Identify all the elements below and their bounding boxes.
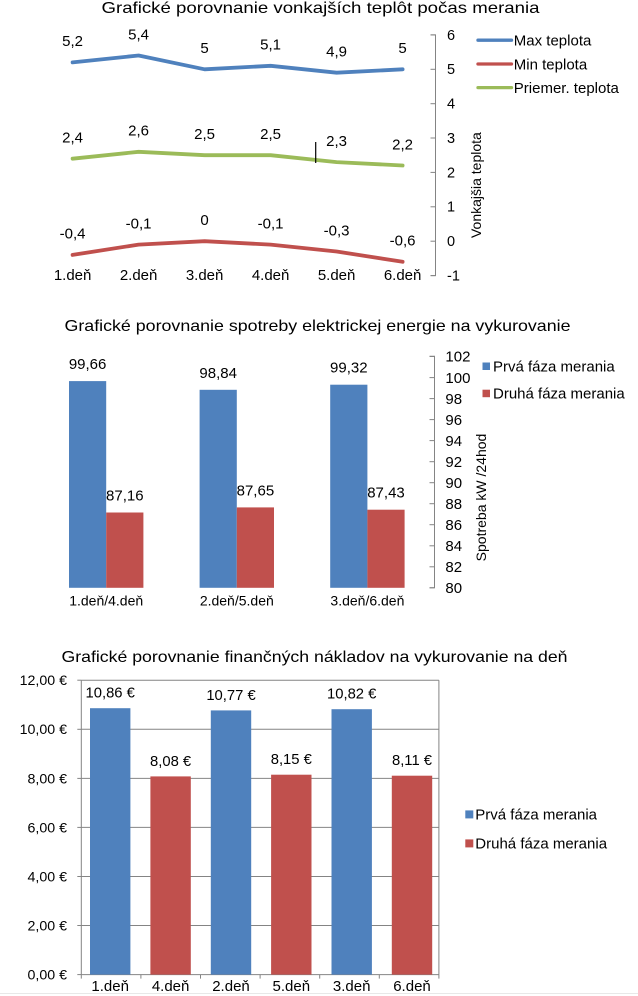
svg-text:8,08 €: 8,08 € bbox=[150, 754, 192, 770]
svg-text:99,66: 99,66 bbox=[69, 356, 107, 373]
svg-text:99,32: 99,32 bbox=[330, 360, 368, 377]
svg-text:2,3: 2,3 bbox=[326, 133, 347, 150]
svg-text:5: 5 bbox=[200, 40, 208, 57]
svg-text:0,00 €: 0,00 € bbox=[28, 968, 68, 984]
svg-text:84: 84 bbox=[445, 538, 462, 555]
svg-text:8,15 €: 8,15 € bbox=[271, 752, 313, 768]
svg-text:1.deň: 1.deň bbox=[54, 267, 92, 284]
svg-text:2,5: 2,5 bbox=[194, 126, 215, 143]
svg-text:90: 90 bbox=[445, 475, 462, 492]
svg-text:5,2: 5,2 bbox=[62, 33, 83, 50]
svg-text:2.deň: 2.deň bbox=[120, 267, 158, 284]
svg-text:Max teplota: Max teplota bbox=[514, 33, 592, 50]
svg-text:-0,4: -0,4 bbox=[60, 226, 86, 243]
svg-text:Prvá fáza merania: Prvá fáza merania bbox=[475, 807, 597, 824]
svg-text:4,9: 4,9 bbox=[326, 44, 347, 61]
svg-text:98: 98 bbox=[445, 391, 462, 408]
svg-text:10,86 €: 10,86 € bbox=[86, 686, 136, 702]
svg-text:Druhá fáza merania: Druhá fáza merania bbox=[475, 836, 607, 853]
svg-text:4.deň: 4.deň bbox=[152, 978, 190, 995]
svg-text:2.deň/5.deň: 2.deň/5.deň bbox=[200, 593, 274, 609]
svg-text:1.deň: 1.deň bbox=[91, 978, 129, 995]
svg-text:3.deň: 3.deň bbox=[186, 267, 224, 284]
svg-text:8,11 €: 8,11 € bbox=[392, 753, 433, 769]
svg-text:-0,1: -0,1 bbox=[258, 215, 284, 232]
svg-text:-0,1: -0,1 bbox=[126, 215, 152, 232]
svg-text:5: 5 bbox=[398, 40, 406, 57]
svg-text:5,1: 5,1 bbox=[260, 37, 281, 54]
svg-text:6.deň: 6.deň bbox=[393, 978, 431, 995]
svg-text:-0,6: -0,6 bbox=[390, 233, 416, 250]
svg-text:3.deň/6.deň: 3.deň/6.deň bbox=[330, 593, 404, 609]
svg-text:Prvá fáza merania: Prvá fáza merania bbox=[493, 359, 615, 376]
svg-text:87,43: 87,43 bbox=[367, 485, 405, 502]
svg-text:4,00 €: 4,00 € bbox=[28, 869, 68, 885]
svg-text:10,00 €: 10,00 € bbox=[20, 722, 67, 738]
svg-text:Vonkajšia teplota: Vonkajšia teplota bbox=[468, 132, 484, 238]
svg-text:2,6: 2,6 bbox=[128, 123, 149, 140]
svg-text:92: 92 bbox=[445, 454, 462, 471]
svg-text:5,4: 5,4 bbox=[128, 26, 149, 43]
svg-text:6.deň: 6.deň bbox=[384, 267, 422, 284]
svg-text:102: 102 bbox=[445, 349, 470, 366]
svg-text:2,00 €: 2,00 € bbox=[28, 918, 68, 934]
svg-text:2: 2 bbox=[447, 165, 455, 181]
svg-text:1.deň/4.deň: 1.deň/4.deň bbox=[69, 593, 143, 609]
svg-text:2,2: 2,2 bbox=[392, 136, 413, 153]
svg-text:10,82 €: 10,82 € bbox=[327, 687, 377, 703]
svg-text:5.deň: 5.deň bbox=[273, 978, 311, 995]
svg-text:86: 86 bbox=[445, 517, 462, 534]
svg-text:98,84: 98,84 bbox=[199, 365, 237, 382]
svg-text:4.deň: 4.deň bbox=[252, 267, 290, 284]
svg-text:Druhá fáza merania: Druhá fáza merania bbox=[493, 386, 625, 403]
svg-text:5: 5 bbox=[447, 62, 455, 78]
svg-text:87,65: 87,65 bbox=[237, 482, 275, 499]
svg-text:12,00 €: 12,00 € bbox=[20, 673, 67, 689]
svg-text:3: 3 bbox=[447, 131, 455, 147]
svg-text:100: 100 bbox=[445, 370, 470, 387]
svg-text:96: 96 bbox=[445, 412, 462, 429]
svg-text:Grafické porovnanie vonkajších: Grafické porovnanie vonkajších teplôt po… bbox=[102, 0, 540, 17]
svg-text:94: 94 bbox=[445, 433, 462, 450]
svg-text:4: 4 bbox=[447, 97, 455, 113]
svg-text:8,00 €: 8,00 € bbox=[28, 771, 68, 787]
svg-text:0: 0 bbox=[200, 212, 208, 229]
svg-text:2,4: 2,4 bbox=[62, 130, 83, 147]
svg-text:Grafické porovnanie spotreby e: Grafické porovnanie spotreby elektrickej… bbox=[65, 318, 571, 335]
svg-text:10,77 €: 10,77 € bbox=[206, 688, 256, 704]
svg-text:5.deň: 5.deň bbox=[318, 267, 356, 284]
svg-text:Priemer. teplota: Priemer. teplota bbox=[514, 80, 620, 97]
svg-text:-1: -1 bbox=[447, 269, 460, 285]
svg-text:80: 80 bbox=[445, 580, 462, 597]
svg-text:87,16: 87,16 bbox=[106, 488, 144, 505]
svg-text:0: 0 bbox=[447, 234, 455, 250]
svg-text:Min teplota: Min teplota bbox=[514, 56, 588, 73]
svg-text:6,00 €: 6,00 € bbox=[28, 820, 68, 836]
svg-text:3.deň: 3.deň bbox=[333, 978, 371, 995]
svg-text:88: 88 bbox=[445, 496, 462, 513]
svg-text:Grafické porovnanie finančných: Grafické porovnanie finančných nákladov … bbox=[62, 649, 568, 666]
svg-text:82: 82 bbox=[445, 559, 462, 576]
svg-text:1: 1 bbox=[447, 200, 455, 216]
svg-text:-0,3: -0,3 bbox=[324, 222, 350, 239]
svg-text:2.deň: 2.deň bbox=[212, 978, 250, 995]
svg-text:6: 6 bbox=[447, 28, 455, 44]
svg-text:2,5: 2,5 bbox=[260, 126, 281, 143]
svg-text:Spotreba kW /24hod: Spotreba kW /24hod bbox=[473, 434, 489, 562]
